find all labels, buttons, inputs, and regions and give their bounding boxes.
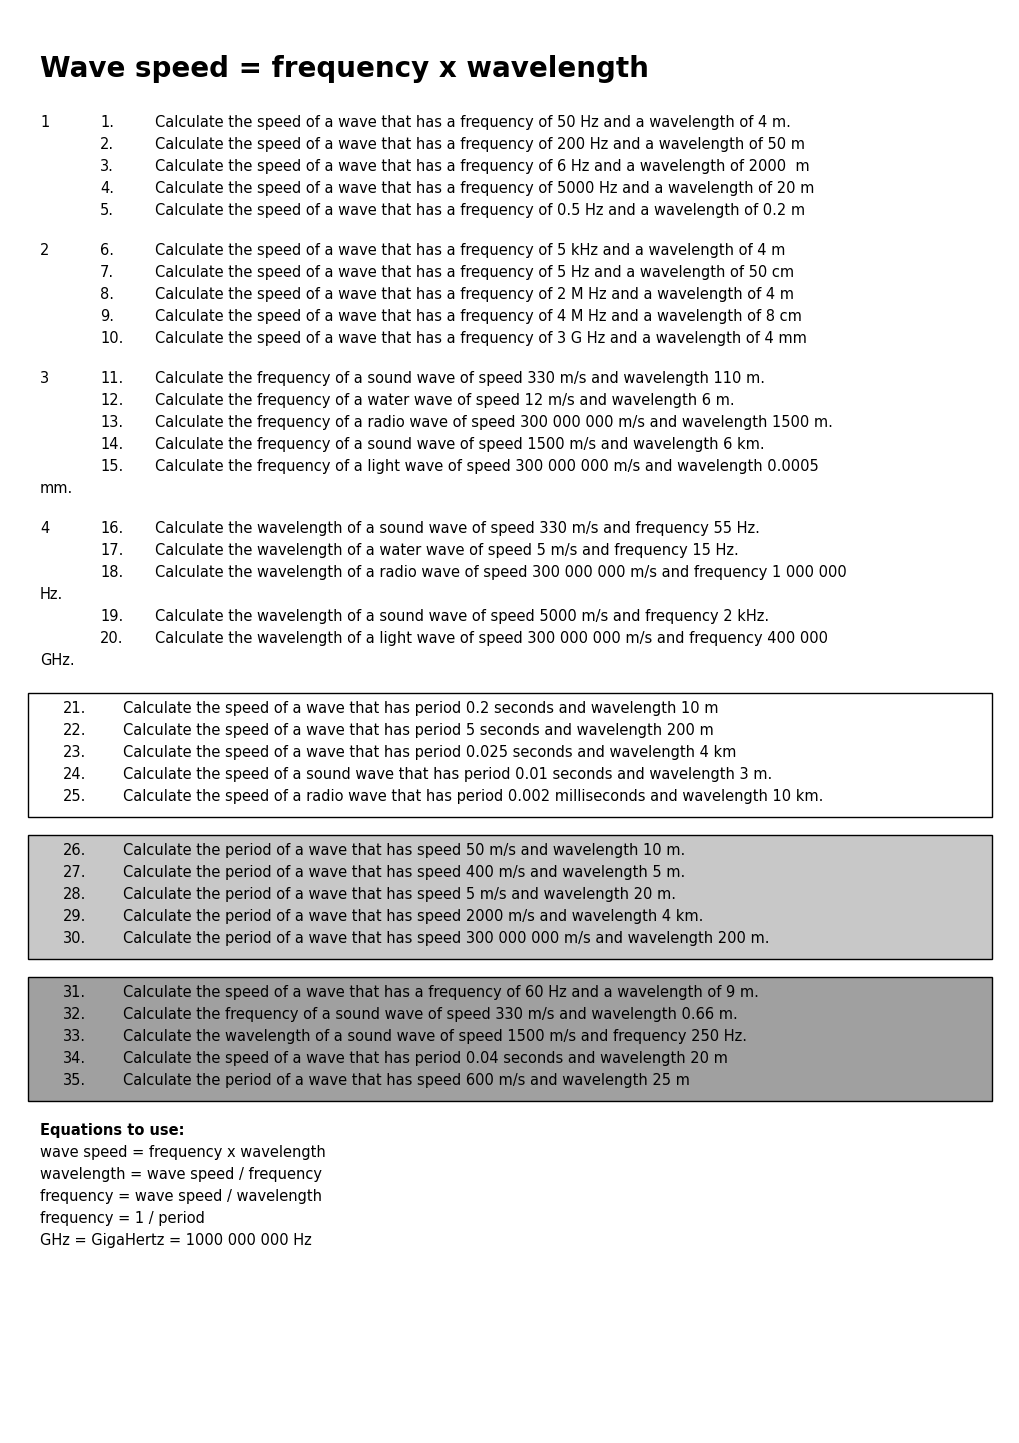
Text: Calculate the period of a wave that has speed 2000 m/s and wavelength 4 km.: Calculate the period of a wave that has … [123, 909, 703, 924]
Text: 7.: 7. [100, 266, 114, 280]
Text: Calculate the period of a wave that has speed 400 m/s and wavelength 5 m.: Calculate the period of a wave that has … [123, 864, 685, 880]
Text: Calculate the speed of a radio wave that has period 0.002 milliseconds and wavel: Calculate the speed of a radio wave that… [123, 789, 822, 804]
Text: 15.: 15. [100, 459, 123, 473]
Text: 29.: 29. [63, 909, 87, 924]
Text: 21.: 21. [63, 701, 87, 716]
Text: 2.: 2. [100, 137, 114, 152]
Text: 4.: 4. [100, 180, 114, 196]
Text: Calculate the frequency of a water wave of speed 12 m/s and wavelength 6 m.: Calculate the frequency of a water wave … [155, 392, 734, 408]
Text: 1.: 1. [100, 115, 114, 130]
Text: Hz.: Hz. [40, 587, 63, 602]
Text: 16.: 16. [100, 521, 123, 535]
Text: 22.: 22. [63, 723, 87, 737]
Text: Calculate the speed of a wave that has period 5 seconds and wavelength 200 m: Calculate the speed of a wave that has p… [123, 723, 713, 737]
Text: 2: 2 [40, 242, 49, 258]
Text: Calculate the speed of a wave that has a frequency of 5 kHz and a wavelength of : Calculate the speed of a wave that has a… [155, 242, 785, 258]
Text: GHz = GigaHertz = 1000 000 000 Hz: GHz = GigaHertz = 1000 000 000 Hz [40, 1232, 312, 1248]
Text: Calculate the speed of a wave that has period 0.2 seconds and wavelength 10 m: Calculate the speed of a wave that has p… [123, 701, 717, 716]
Text: Calculate the wavelength of a water wave of speed 5 m/s and frequency 15 Hz.: Calculate the wavelength of a water wave… [155, 543, 738, 558]
Text: 34.: 34. [63, 1051, 86, 1066]
Text: wavelength = wave speed / frequency: wavelength = wave speed / frequency [40, 1167, 322, 1182]
Text: 14.: 14. [100, 437, 123, 452]
Text: 19.: 19. [100, 609, 123, 623]
Text: Equations to use:: Equations to use: [40, 1123, 184, 1139]
Text: Calculate the wavelength of a sound wave of speed 330 m/s and frequency 55 Hz.: Calculate the wavelength of a sound wave… [155, 521, 759, 535]
Text: frequency = 1 / period: frequency = 1 / period [40, 1211, 205, 1227]
Text: Calculate the speed of a wave that has a frequency of 4 M Hz and a wavelength of: Calculate the speed of a wave that has a… [155, 309, 801, 325]
Text: mm.: mm. [40, 481, 73, 496]
Text: Calculate the frequency of a sound wave of speed 330 m/s and wavelength 0.66 m.: Calculate the frequency of a sound wave … [123, 1007, 737, 1022]
Text: Calculate the wavelength of a sound wave of speed 1500 m/s and frequency 250 Hz.: Calculate the wavelength of a sound wave… [123, 1029, 746, 1043]
Text: Calculate the period of a wave that has speed 300 000 000 m/s and wavelength 200: Calculate the period of a wave that has … [123, 931, 768, 947]
Text: 4: 4 [40, 521, 49, 535]
Text: GHz.: GHz. [40, 654, 74, 668]
Text: 30.: 30. [63, 931, 87, 947]
Text: 24.: 24. [63, 768, 87, 782]
Text: 26.: 26. [63, 843, 87, 859]
Text: Calculate the speed of a wave that has period 0.025 seconds and wavelength 4 km: Calculate the speed of a wave that has p… [123, 745, 736, 760]
Text: 20.: 20. [100, 631, 123, 646]
Text: wave speed = frequency x wavelength: wave speed = frequency x wavelength [40, 1144, 325, 1160]
Text: Calculate the speed of a sound wave that has period 0.01 seconds and wavelength : Calculate the speed of a sound wave that… [123, 768, 771, 782]
Text: 28.: 28. [63, 887, 87, 902]
Text: Calculate the frequency of a sound wave of speed 330 m/s and wavelength 110 m.: Calculate the frequency of a sound wave … [155, 371, 764, 385]
Text: 35.: 35. [63, 1074, 86, 1088]
Text: 3: 3 [40, 371, 49, 385]
Text: 31.: 31. [63, 986, 86, 1000]
Text: 33.: 33. [63, 1029, 86, 1043]
Text: Calculate the speed of a wave that has a frequency of 5 Hz and a wavelength of 5: Calculate the speed of a wave that has a… [155, 266, 794, 280]
Text: Calculate the frequency of a light wave of speed 300 000 000 m/s and wavelength : Calculate the frequency of a light wave … [155, 459, 818, 473]
Text: 32.: 32. [63, 1007, 87, 1022]
Text: 10.: 10. [100, 330, 123, 346]
Text: Calculate the speed of a wave that has a frequency of 5000 Hz and a wavelength o: Calculate the speed of a wave that has a… [155, 180, 813, 196]
Text: Calculate the speed of a wave that has period 0.04 seconds and wavelength 20 m: Calculate the speed of a wave that has p… [123, 1051, 728, 1066]
Text: Calculate the frequency of a sound wave of speed 1500 m/s and wavelength 6 km.: Calculate the frequency of a sound wave … [155, 437, 764, 452]
Text: 23.: 23. [63, 745, 87, 760]
Bar [28, 977, 991, 1101]
Text: Wave speed = frequency x wavelength: Wave speed = frequency x wavelength [40, 55, 648, 84]
Text: Calculate the speed of a wave that has a frequency of 200 Hz and a wavelength of: Calculate the speed of a wave that has a… [155, 137, 804, 152]
Text: 27.: 27. [63, 864, 87, 880]
Text: 1: 1 [40, 115, 49, 130]
Text: Calculate the wavelength of a radio wave of speed 300 000 000 m/s and frequency : Calculate the wavelength of a radio wave… [155, 566, 846, 580]
Text: 17.: 17. [100, 543, 123, 558]
Bar [28, 693, 991, 817]
Text: 9.: 9. [100, 309, 114, 325]
Text: Calculate the speed of a wave that has a frequency of 3 G Hz and a wavelength of: Calculate the speed of a wave that has a… [155, 330, 806, 346]
Bar [28, 835, 991, 960]
Text: 13.: 13. [100, 416, 123, 430]
Text: Calculate the speed of a wave that has a frequency of 6 Hz and a wavelength of 2: Calculate the speed of a wave that has a… [155, 159, 809, 175]
Text: frequency = wave speed / wavelength: frequency = wave speed / wavelength [40, 1189, 322, 1203]
Text: Calculate the wavelength of a light wave of speed 300 000 000 m/s and frequency : Calculate the wavelength of a light wave… [155, 631, 827, 646]
Text: 3.: 3. [100, 159, 114, 175]
Text: Calculate the speed of a wave that has a frequency of 60 Hz and a wavelength of : Calculate the speed of a wave that has a… [123, 986, 758, 1000]
Text: Calculate the period of a wave that has speed 600 m/s and wavelength 25 m: Calculate the period of a wave that has … [123, 1074, 689, 1088]
Text: 5.: 5. [100, 203, 114, 218]
Text: 6.: 6. [100, 242, 114, 258]
Text: 25.: 25. [63, 789, 87, 804]
Text: Calculate the period of a wave that has speed 50 m/s and wavelength 10 m.: Calculate the period of a wave that has … [123, 843, 685, 859]
Text: Calculate the speed of a wave that has a frequency of 0.5 Hz and a wavelength of: Calculate the speed of a wave that has a… [155, 203, 804, 218]
Text: Calculate the frequency of a radio wave of speed 300 000 000 m/s and wavelength : Calculate the frequency of a radio wave … [155, 416, 833, 430]
Text: 18.: 18. [100, 566, 123, 580]
Text: Calculate the speed of a wave that has a frequency of 50 Hz and a wavelength of : Calculate the speed of a wave that has a… [155, 115, 790, 130]
Text: Calculate the period of a wave that has speed 5 m/s and wavelength 20 m.: Calculate the period of a wave that has … [123, 887, 676, 902]
Text: 11.: 11. [100, 371, 123, 385]
Text: Calculate the speed of a wave that has a frequency of 2 M Hz and a wavelength of: Calculate the speed of a wave that has a… [155, 287, 793, 302]
Text: 12.: 12. [100, 392, 123, 408]
Text: Calculate the wavelength of a sound wave of speed 5000 m/s and frequency 2 kHz.: Calculate the wavelength of a sound wave… [155, 609, 768, 623]
Text: 8.: 8. [100, 287, 114, 302]
